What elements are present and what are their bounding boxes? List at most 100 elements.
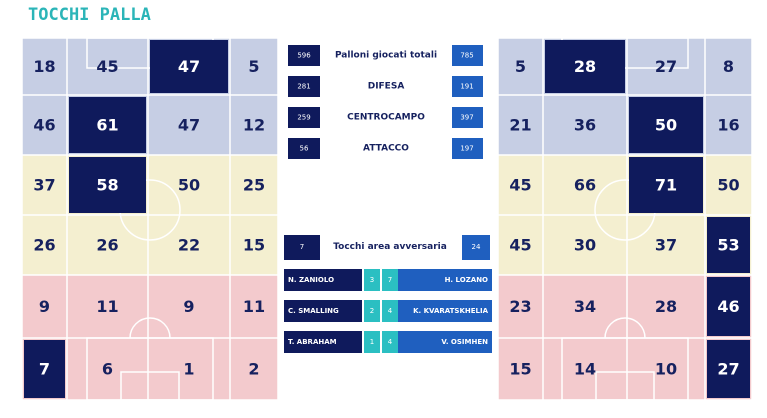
cell-value: 61	[96, 116, 118, 135]
cell-value: 36	[574, 116, 596, 135]
cell-value: 28	[655, 297, 677, 316]
player-right-box	[398, 300, 492, 322]
cell-value: 5	[515, 57, 526, 76]
player-left-value-box	[364, 331, 380, 353]
player-right-value-box	[382, 300, 398, 322]
cell-value: 50	[717, 176, 739, 195]
stat-label-bg	[320, 76, 452, 97]
highlight-cell	[629, 157, 703, 213]
cell-value: 53	[717, 236, 739, 255]
area-left: 7	[300, 243, 304, 251]
cell-value: 50	[655, 116, 677, 135]
pitch-line	[595, 371, 655, 401]
stat-label-bg	[320, 138, 452, 159]
stat-right: 191	[460, 83, 473, 91]
stat-box-right	[452, 107, 483, 128]
player-right-name: K. KVARATSKHELIA	[413, 307, 489, 315]
stat-box-left	[288, 138, 320, 159]
cell-value: 25	[243, 176, 265, 195]
player-left-box	[284, 269, 362, 291]
cell-value: 34	[574, 297, 596, 316]
cell-value: 2	[248, 360, 259, 379]
highlight-cell	[629, 97, 703, 153]
cell-value: 27	[717, 360, 739, 379]
player-right-value-box	[382, 269, 398, 291]
cell-value: 11	[96, 297, 118, 316]
zone-row	[22, 155, 278, 215]
highlight-cell	[69, 97, 146, 153]
cell-value: 26	[33, 236, 55, 255]
stat-box-left	[288, 76, 320, 97]
cell-value: 14	[574, 360, 596, 379]
cell-value: 50	[178, 176, 200, 195]
stat-left: 259	[297, 114, 310, 122]
cell-value: 6	[102, 360, 113, 379]
highlight-cell	[707, 217, 750, 273]
area-label: Tocchi area avversaria	[333, 242, 447, 252]
cell-value: 23	[509, 297, 531, 316]
highlight-cell	[545, 40, 625, 93]
cell-value: 45	[509, 236, 531, 255]
stat-label: CENTROCAMPO	[347, 113, 425, 123]
cell-value: 8	[723, 57, 734, 76]
stat-box-left	[288, 107, 320, 128]
cell-value: 47	[178, 116, 200, 135]
zone-row	[22, 275, 278, 338]
highlight-cell	[69, 157, 146, 213]
player-right-value-box	[382, 331, 398, 353]
cell-value: 45	[509, 176, 531, 195]
area-right: 24	[472, 243, 481, 251]
cell-value: 21	[509, 116, 531, 135]
cell-value: 45	[96, 57, 118, 76]
player-left-box	[284, 300, 362, 322]
highlight-cell	[707, 277, 750, 336]
cell-value: 15	[243, 236, 265, 255]
cell-value: 27	[655, 57, 677, 76]
player-left-name: T. ABRAHAM	[288, 338, 337, 346]
zone-row	[498, 95, 752, 155]
cell-value: 30	[574, 236, 596, 255]
cell-value: 12	[243, 116, 265, 135]
cell-value: 1	[183, 360, 194, 379]
cell-value: 9	[183, 297, 194, 316]
cell-value: 9	[39, 297, 50, 316]
stat-box-right	[452, 138, 483, 159]
highlight-cell	[24, 340, 65, 398]
pitch-line	[120, 371, 180, 401]
pitch-line	[129, 317, 171, 339]
stat-box-right	[452, 45, 483, 66]
stat-label-bg	[320, 45, 452, 66]
cell-value: 22	[178, 236, 200, 255]
cell-value: 71	[655, 176, 677, 195]
player-right-value: 4	[388, 307, 393, 315]
cell-value: 58	[96, 176, 118, 195]
cell-value: 11	[243, 297, 265, 316]
stat-label: DIFESA	[368, 82, 405, 92]
pitch-line	[604, 317, 646, 339]
cell-value: 28	[574, 57, 596, 76]
area-box-left	[284, 235, 320, 260]
zone-row	[498, 155, 752, 215]
stat-box-right	[452, 76, 483, 97]
cell-value: 37	[33, 176, 55, 195]
highlight-cell	[150, 40, 228, 93]
area-box-right	[462, 235, 490, 260]
stat-right: 785	[460, 52, 473, 60]
cell-value: 10	[655, 360, 677, 379]
cell-value: 47	[178, 57, 200, 76]
player-left-value: 1	[370, 338, 374, 346]
stat-left: 596	[297, 52, 311, 60]
player-left-box	[284, 331, 362, 353]
stat-label: ATTACCO	[363, 144, 409, 154]
zone-row	[22, 215, 278, 275]
cell-value: 46	[717, 297, 739, 316]
player-left-value-box	[364, 269, 380, 291]
player-right-value: 7	[388, 276, 392, 284]
player-left-value-box	[364, 300, 380, 322]
cell-value: 15	[509, 360, 531, 379]
player-left-value: 3	[370, 276, 374, 284]
stat-box-left	[288, 45, 320, 66]
player-left-name: C. SMALLING	[288, 307, 339, 315]
stat-left: 56	[300, 145, 309, 153]
zone-row	[22, 95, 278, 155]
